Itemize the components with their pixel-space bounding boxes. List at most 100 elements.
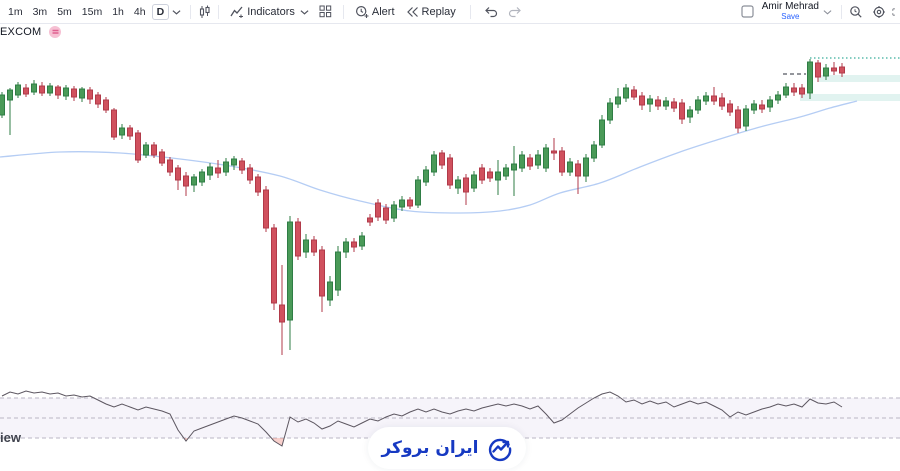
candle: [543, 144, 549, 172]
candle: [327, 276, 333, 306]
save-box-icon[interactable]: [741, 5, 754, 18]
candle: [191, 174, 197, 192]
candle: [199, 169, 205, 186]
candle: [663, 97, 669, 110]
chevron-down-icon[interactable]: [172, 8, 181, 16]
timeframe-1h[interactable]: 1h: [112, 5, 124, 18]
candle: [831, 62, 837, 75]
candle: [599, 115, 605, 148]
candle: [351, 238, 357, 252]
candle: [7, 88, 13, 135]
candle: [463, 174, 469, 205]
candle: [559, 147, 565, 176]
candle: [23, 84, 29, 97]
symbol-name[interactable]: EXCOM: [0, 26, 42, 38]
top-toolbar: 1m 3m 5m 15m 1h 4h D: [0, 0, 900, 24]
candle: [183, 172, 189, 196]
toolbar-divider: [342, 4, 344, 19]
candle: [519, 151, 525, 172]
candles-icon[interactable]: [198, 5, 211, 19]
candle: [423, 166, 429, 186]
ma-line: [0, 100, 858, 214]
layout-menu-button[interactable]: Amir Mehrad Save: [762, 1, 819, 22]
candle: [703, 92, 709, 105]
replay-label: Replay: [421, 5, 456, 18]
candle: [39, 82, 45, 96]
timeframe-5m[interactable]: 5m: [57, 5, 72, 18]
candle: [79, 87, 85, 102]
redo-icon[interactable]: [508, 6, 522, 18]
alert-button[interactable]: Alert: [355, 5, 398, 19]
candle: [375, 199, 381, 221]
candle: [303, 234, 309, 258]
candle: [63, 85, 69, 100]
candle: [319, 246, 325, 312]
candle: [311, 236, 317, 256]
candle: [367, 214, 373, 226]
symbol-row: EXCOM: [0, 26, 62, 38]
candle: [127, 125, 133, 140]
candle: [71, 86, 77, 101]
candle: [591, 141, 597, 162]
candle: [695, 96, 701, 114]
candle: [503, 164, 509, 180]
candle: [47, 83, 53, 96]
candle: [159, 149, 165, 166]
layout-grid-icon[interactable]: [319, 5, 332, 18]
candle: [151, 142, 157, 158]
supply-zones-layer: [800, 75, 900, 101]
candle: [447, 154, 453, 189]
candle: [55, 85, 61, 99]
indicators-button[interactable]: Indicators: [230, 6, 311, 18]
brand-watermark-pill: ایران بروکر: [368, 427, 526, 469]
timeframe-daily-selected[interactable]: D: [151, 3, 170, 20]
candle: [743, 105, 749, 131]
candle: [95, 92, 101, 108]
pink-status-badge-icon: [49, 26, 62, 38]
candle: [535, 150, 541, 169]
fullscreen-icon[interactable]: [892, 5, 900, 19]
brand-logo-text: ایران بروکر: [381, 438, 479, 458]
candle: [287, 216, 293, 350]
candle: [711, 87, 717, 105]
alert-clock-icon: [355, 5, 369, 19]
timeframe-3m[interactable]: 3m: [32, 5, 48, 18]
candle: [679, 99, 685, 124]
price-levels-layer: [783, 57, 900, 75]
candle: [111, 108, 117, 140]
candle: [295, 218, 301, 260]
candle: [103, 97, 109, 113]
candle: [471, 171, 477, 192]
candle: [527, 154, 533, 170]
candle: [751, 100, 757, 114]
candle: [639, 92, 645, 110]
candle: [719, 93, 725, 110]
candle: [775, 91, 781, 104]
candle: [551, 138, 557, 160]
candle: [615, 88, 621, 108]
candle: [495, 160, 501, 195]
undo-icon[interactable]: [484, 6, 498, 18]
candle: [647, 95, 653, 112]
timeframe-4h[interactable]: 4h: [133, 5, 146, 18]
brand-logo-icon: [486, 435, 513, 462]
toolbar-divider: [841, 4, 842, 19]
candle: [247, 164, 253, 184]
candle: [487, 168, 493, 182]
toolbar-divider: [469, 4, 471, 19]
candle: [431, 151, 437, 176]
candle: [415, 176, 421, 208]
candle: [343, 238, 349, 258]
replay-button[interactable]: Replay: [406, 6, 459, 18]
candle: [255, 174, 261, 196]
timeframe-15m[interactable]: 15m: [81, 5, 103, 18]
timeframe-1m[interactable]: 1m: [8, 5, 23, 18]
settings-gear-icon[interactable]: [872, 5, 886, 19]
save-button[interactable]: Save: [781, 11, 800, 21]
quick-search-icon[interactable]: [849, 5, 863, 19]
candle: [791, 83, 797, 96]
candle: [807, 59, 813, 99]
chevron-down-icon[interactable]: [823, 8, 832, 16]
